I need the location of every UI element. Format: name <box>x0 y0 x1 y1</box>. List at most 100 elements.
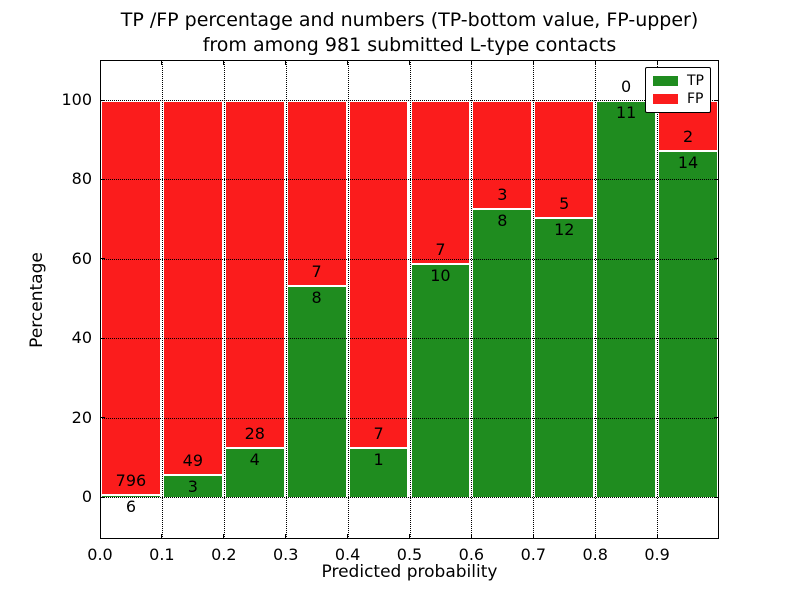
tp-bar-segment <box>534 216 595 497</box>
x-tickmark-bottom <box>594 534 596 539</box>
tp-bar-segment <box>658 149 718 497</box>
tp-count-label: 8 <box>497 211 508 231</box>
y-tickmark-right <box>714 99 719 101</box>
y-tick-label: 60 <box>71 248 92 268</box>
y-tickmark-left <box>100 496 105 498</box>
x-tick-label: 0.9 <box>644 545 670 564</box>
tp-count-label: 3 <box>187 477 198 497</box>
x-tickmark-bottom <box>285 534 287 539</box>
fp-bar-segment <box>224 100 285 448</box>
chart-title: TP /FP percentage and numbers (TP-bottom… <box>100 8 719 58</box>
fp-count-label: 5 <box>559 193 570 213</box>
x-tickmark-top <box>161 60 163 65</box>
plot-area: 796 6 49 3 28 4 7 8 7 1 7 10 3 8 5 12 0 11 2 14 <box>100 60 719 539</box>
tp-count-label: 1 <box>373 450 384 470</box>
v-gridline <box>347 60 349 539</box>
x-tick-label: 0.6 <box>458 545 485 564</box>
y-tickmark-right <box>714 178 719 180</box>
fp-count-label: 7 <box>373 424 384 444</box>
x-tickmark-bottom <box>223 534 225 539</box>
x-tickmark-bottom <box>656 534 658 539</box>
x-tickmark-bottom <box>347 534 349 539</box>
x-tick-label: 0.3 <box>272 545 299 564</box>
x-tick-label: 0.5 <box>396 545 423 564</box>
x-tick-label: 0.2 <box>211 545 237 564</box>
fp-count-label: 28 <box>244 424 265 444</box>
tp-count-label: 12 <box>554 219 575 239</box>
v-gridline <box>657 60 659 539</box>
y-tickmark-left <box>100 178 105 180</box>
y-tickmark-right <box>714 337 719 339</box>
y-tick-label: 80 <box>71 169 92 189</box>
x-tickmark-top <box>656 60 658 65</box>
v-gridline <box>285 60 287 539</box>
x-tickmark-top <box>594 60 596 65</box>
tp-legend-label: TP <box>687 73 704 89</box>
tp-bar-segment <box>101 494 161 497</box>
x-tick-label: 0.8 <box>582 545 608 564</box>
fp-bar-segment <box>162 100 223 475</box>
fp-bar-segment <box>286 100 347 286</box>
fp-bar-segment <box>101 100 161 495</box>
x-axis-label: Predicted probability <box>321 562 498 582</box>
chart-title-line2: from among 981 submitted L-type contacts <box>202 34 617 56</box>
tp-bar-segment <box>472 208 533 497</box>
tp-legend-swatch <box>653 76 678 86</box>
fp-legend-swatch <box>653 94 678 104</box>
x-tickmark-top <box>223 60 225 65</box>
y-tickmark-right <box>714 496 719 498</box>
tp-count-label: 8 <box>311 288 322 308</box>
legend: TP FP <box>645 67 711 113</box>
y-tickmark-right <box>714 258 719 260</box>
v-gridline <box>533 60 535 539</box>
fp-bar-segment <box>410 100 471 264</box>
fp-count-label: 2 <box>682 126 694 146</box>
tp-bar-segment <box>410 263 471 497</box>
fp-bar-segment <box>472 100 533 209</box>
v-gridline <box>409 60 411 539</box>
x-tickmark-top <box>470 60 472 65</box>
fp-count-label: 7 <box>311 262 322 282</box>
x-tick-label: 0.4 <box>334 545 361 564</box>
x-tickmark-bottom <box>532 534 534 539</box>
v-gridline <box>595 60 597 539</box>
y-tick-label: 40 <box>71 328 92 348</box>
y-tickmark-left <box>100 337 105 339</box>
fp-bar-segment <box>348 100 409 448</box>
fp-legend-label: FP <box>687 91 704 107</box>
x-tickmark-top <box>347 60 349 65</box>
tp-bar-segment <box>162 474 223 497</box>
tp-bar-segment <box>286 285 347 497</box>
fp-count-label: 3 <box>497 185 508 205</box>
y-tick-label: 20 <box>71 407 92 427</box>
tp-count-label: 4 <box>249 450 260 470</box>
x-tickmark-bottom <box>470 534 472 539</box>
y-tick-label: 100 <box>61 90 92 109</box>
tp-count-label: 11 <box>615 103 637 122</box>
y-tickmark-left <box>100 417 105 419</box>
y-tickmark-left <box>100 258 105 260</box>
y-tickmark-right <box>714 417 719 419</box>
v-gridline <box>223 60 225 539</box>
x-tick-label: 0.1 <box>149 545 175 564</box>
x-tickmark-top <box>409 60 410 65</box>
x-tickmark-bottom <box>409 534 410 539</box>
x-tickmark-bottom <box>161 534 163 539</box>
legend-entry-fp: FP <box>653 91 704 107</box>
legend-entry-tp: TP <box>653 73 704 89</box>
y-tick-label: 0 <box>81 487 92 506</box>
fp-count-label: 49 <box>182 451 204 471</box>
v-gridline <box>471 60 473 539</box>
v-gridline <box>161 60 163 539</box>
tp-bar-segment <box>596 100 657 497</box>
fp-count-label: 0 <box>621 77 632 96</box>
tp-count-label: 14 <box>677 152 699 172</box>
fp-count-label: 796 <box>115 471 147 491</box>
x-tick-label: 0.0 <box>87 545 113 564</box>
x-tick-label: 0.7 <box>520 545 547 564</box>
x-tickmark-top <box>532 60 534 65</box>
tp-bar-segment <box>224 447 285 497</box>
chart-title-line1: TP /FP percentage and numbers (TP-bottom… <box>120 9 699 31</box>
fp-count-label: 7 <box>435 240 446 260</box>
